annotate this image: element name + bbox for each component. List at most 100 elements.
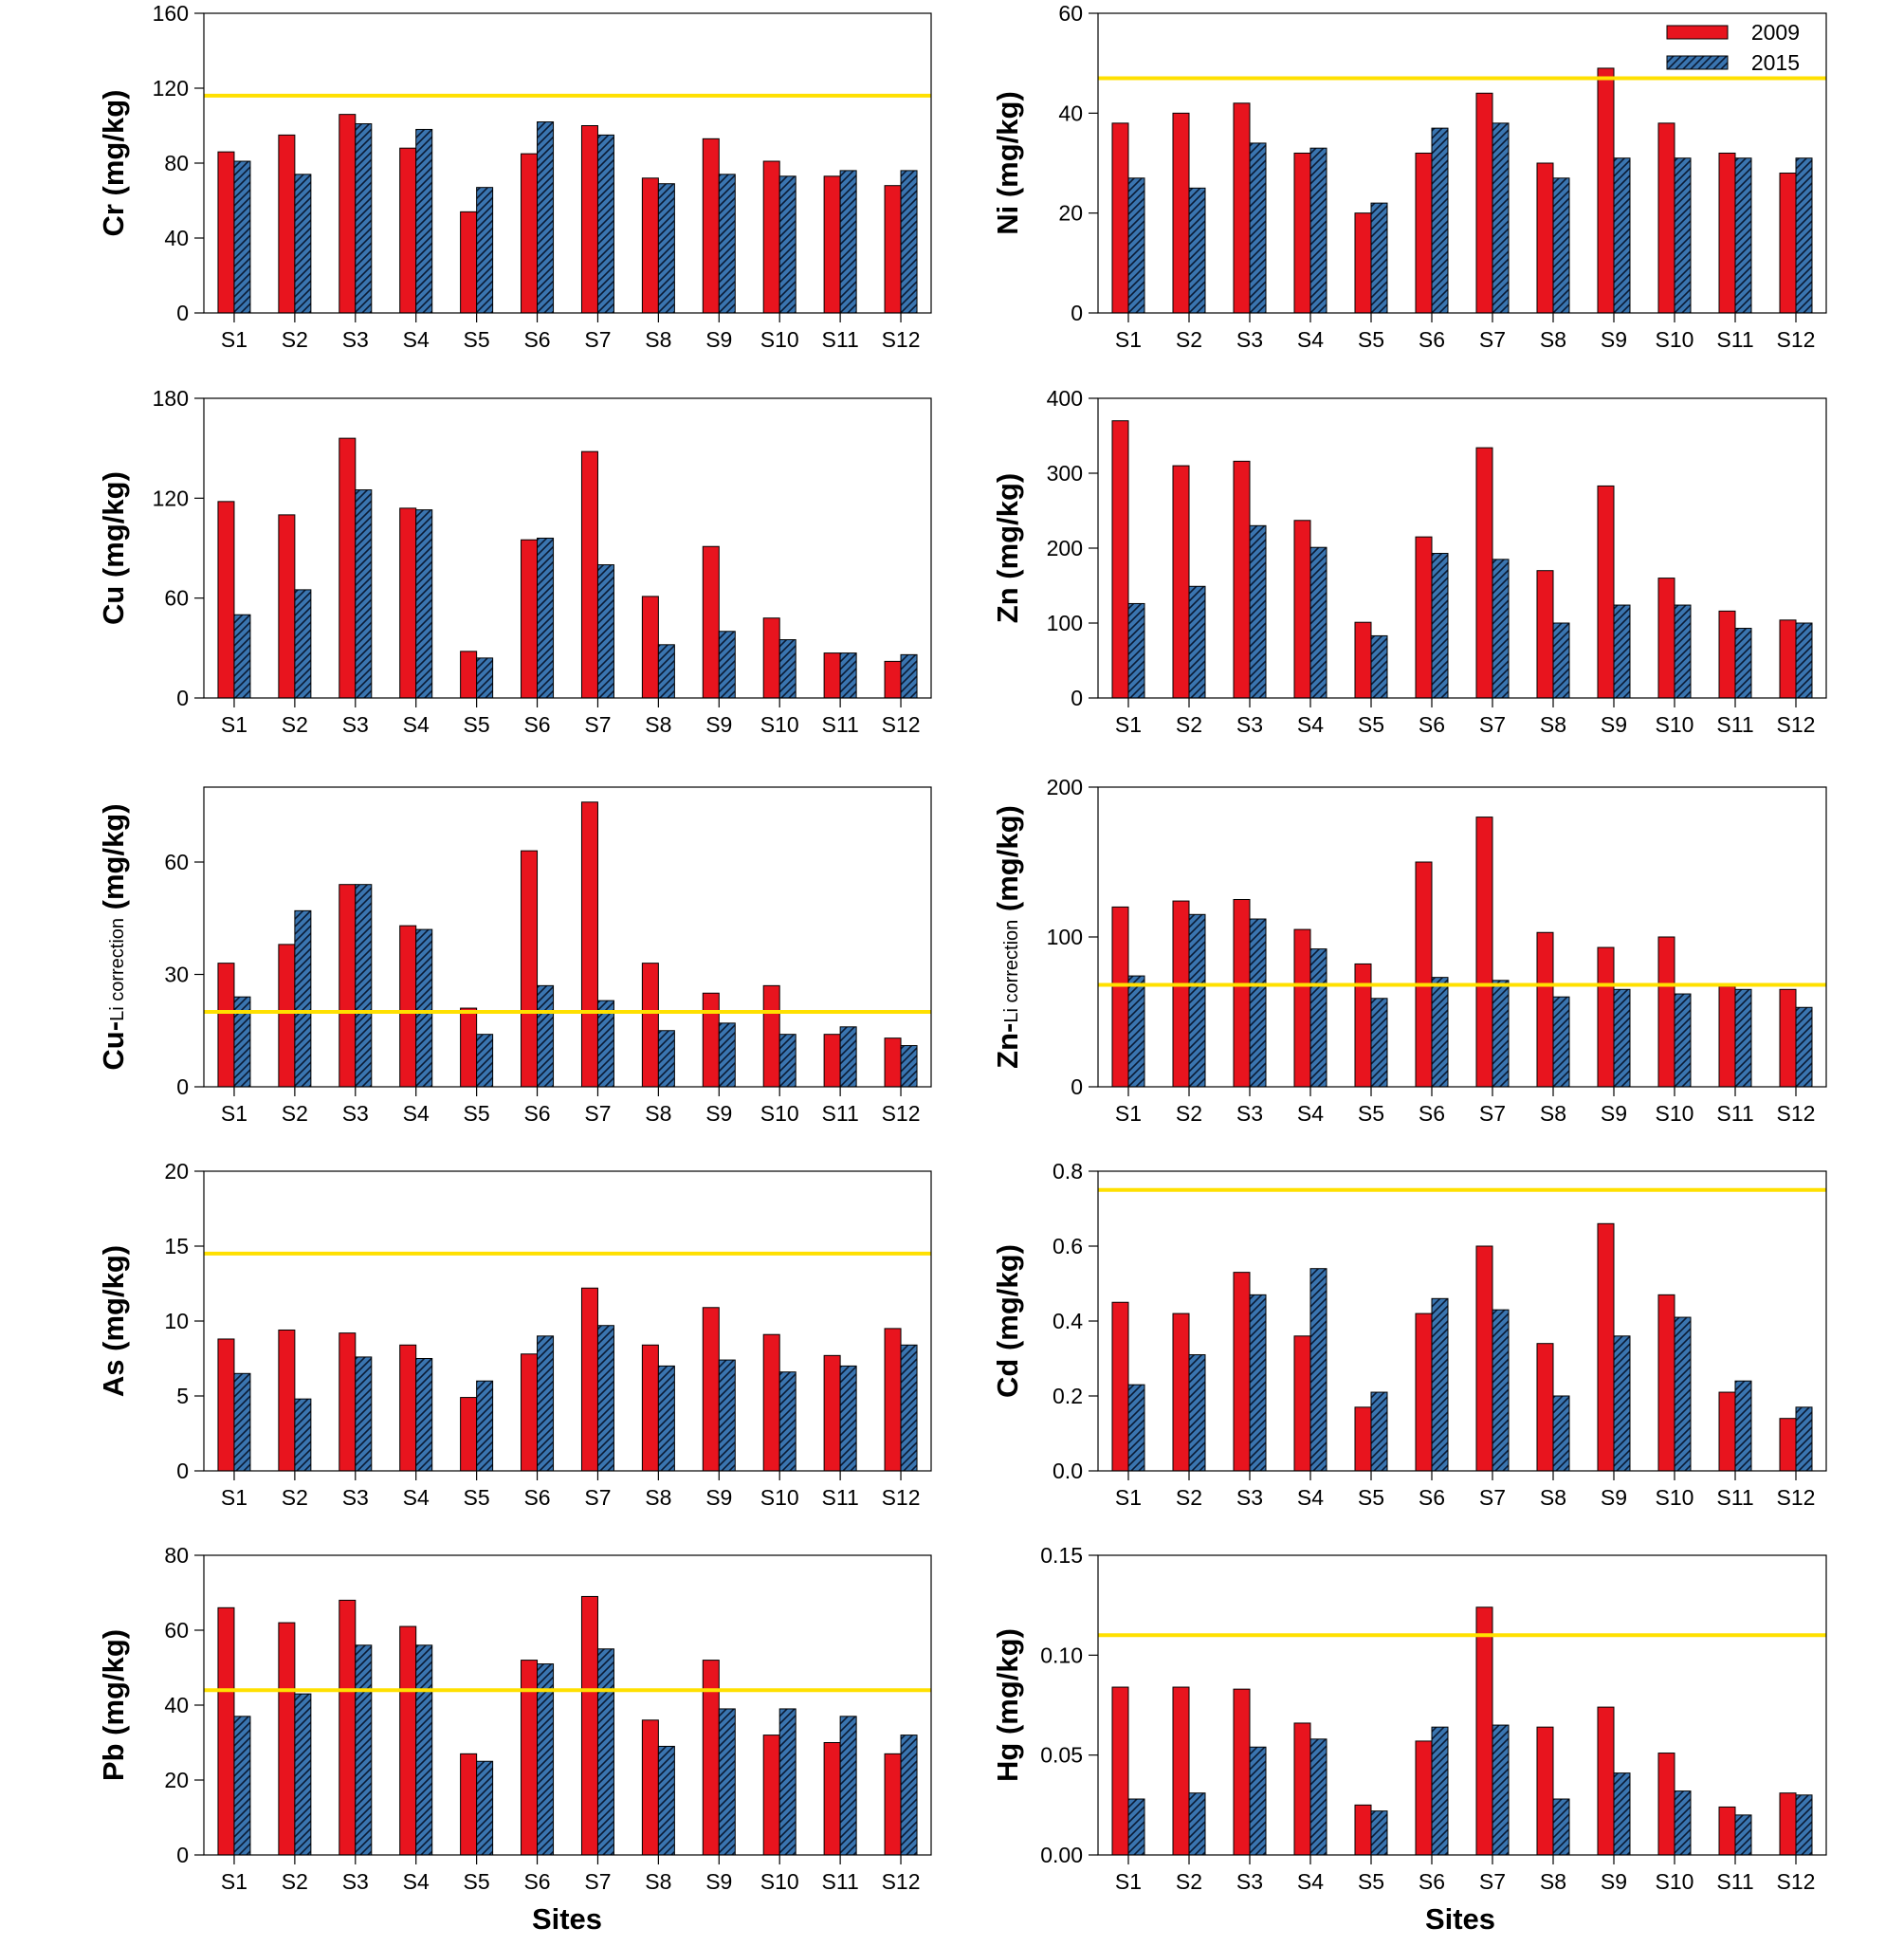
x-tick-label: S5 xyxy=(464,712,490,737)
bar-2015-S11 xyxy=(1734,628,1752,699)
bar-2009-S2 xyxy=(278,1622,296,1856)
plot-frame xyxy=(1097,12,1827,314)
x-tick-label: S9 xyxy=(705,327,732,352)
x-tick-label: S11 xyxy=(822,712,859,737)
bar-2009-S3 xyxy=(339,437,357,699)
bar-2009-S11 xyxy=(823,652,841,699)
bar-2009-S7 xyxy=(580,1287,598,1472)
chart-panel-hg: 0.00 0.05 0.10 0.15 S1 S2 S3 S4 S5 S6 S7 S8 S9 S10 S11… xyxy=(991,1543,1827,1894)
x-tick-label: S2 xyxy=(1176,327,1202,352)
bar-2009-S5 xyxy=(1354,963,1372,1088)
bar-2009-S4 xyxy=(399,147,417,314)
bar-2009-S1 xyxy=(217,1606,235,1856)
y-tick-label: 0 xyxy=(176,1459,189,1483)
chart-panel-cd: 0.0 0.2 0.4 0.6 0.8 S1 S2 S3 S4 S5 S6 S7 S8 S9 S10 S11 S… xyxy=(991,1159,1827,1510)
bar-2009-S10 xyxy=(762,1735,780,1856)
y-tick-label: 0.8 xyxy=(1053,1159,1083,1184)
x-tick-label: S7 xyxy=(1479,1485,1506,1510)
bar-2009-S8 xyxy=(641,596,659,699)
y-tick-label: 400 xyxy=(1047,386,1083,411)
plot-frame xyxy=(203,12,932,314)
x-tick-label: S2 xyxy=(1176,1101,1202,1126)
bar-2015-S3 xyxy=(355,1356,373,1472)
bar-2009-S2 xyxy=(1172,1686,1190,1856)
bar-2009-S5 xyxy=(1354,212,1372,314)
x-tick-label: S11 xyxy=(822,1485,859,1510)
bar-2009-S2 xyxy=(278,1329,296,1472)
bar-2009-S7 xyxy=(580,1595,598,1856)
bar-2015-S1 xyxy=(1127,1384,1145,1472)
bar-2015-S1 xyxy=(1127,177,1145,314)
bar-2015-S3 xyxy=(355,884,373,1088)
y-tick-label: 0 xyxy=(1071,301,1083,325)
plot-frame xyxy=(1097,1554,1827,1856)
x-tick-label: S10 xyxy=(760,712,799,737)
bar-2009-S6 xyxy=(1415,1313,1433,1472)
bar-2015-S4 xyxy=(1309,1268,1327,1472)
bar-2009-S3 xyxy=(1233,1272,1251,1472)
bar-2009-S5 xyxy=(460,1753,478,1856)
x-tick-label: S7 xyxy=(1479,327,1506,352)
bar-2009-S2 xyxy=(1172,465,1190,699)
x-tick-label: S5 xyxy=(464,1485,490,1510)
bar-2009-S9 xyxy=(1597,1222,1615,1472)
x-tick-label: S6 xyxy=(523,1485,550,1510)
bar-2009-S8 xyxy=(1536,570,1554,699)
x-tick-label: S3 xyxy=(1236,712,1263,737)
bar-2009-S5 xyxy=(460,1007,478,1088)
bar-2015-S2 xyxy=(1188,585,1206,699)
y-tick-label: 0 xyxy=(176,1074,189,1099)
bar-2015-S8 xyxy=(1552,996,1570,1088)
y-tick-label: 5 xyxy=(176,1384,189,1408)
y-axis-label: As (mg/kg) xyxy=(97,1245,130,1397)
x-tick-label: S9 xyxy=(705,712,732,737)
bar-2015-S8 xyxy=(1552,177,1570,314)
bar-2009-S11 xyxy=(1718,1806,1736,1856)
bar-2009-S12 xyxy=(884,185,902,314)
x-tick-label: S11 xyxy=(1716,712,1753,737)
bar-2009-S3 xyxy=(339,114,357,314)
x-tick-label: S12 xyxy=(882,1101,921,1126)
bar-2009-S7 xyxy=(1475,1606,1493,1856)
y-tick-label: 100 xyxy=(1047,925,1083,949)
y-tick-label: 0 xyxy=(176,1843,189,1867)
bar-2009-S10 xyxy=(762,1333,780,1472)
bar-2009-S9 xyxy=(1597,946,1615,1088)
y-tick-label: 0.05 xyxy=(1040,1743,1083,1768)
bar-2015-S2 xyxy=(1188,1792,1206,1856)
x-tick-label: S1 xyxy=(221,1101,247,1126)
bar-2009-S10 xyxy=(762,160,780,314)
bar-2015-S1 xyxy=(233,614,251,699)
plot-frame xyxy=(203,1554,932,1856)
bar-2015-S10 xyxy=(778,175,796,314)
bar-2009-S3 xyxy=(1233,102,1251,314)
bar-2009-S10 xyxy=(1657,1294,1675,1472)
x-tick-label: S6 xyxy=(1419,712,1445,737)
chart-panel-zn: 0 100 200 300 400 S1 S2 S3 S4 S5 S6 S7 S8 S9 S10 S11 S12… xyxy=(991,386,1827,737)
bar-2015-S8 xyxy=(657,183,675,314)
x-tick-label: S11 xyxy=(822,1101,859,1126)
bar-2009-S4 xyxy=(399,925,417,1088)
chart-panel-pb: 0 20 40 60 80 S1 S2 S3 S4 S5 S6 S7 S8 S9 S10 S11 S12 Pb (… xyxy=(97,1543,932,1894)
bar-2015-S11 xyxy=(839,170,857,314)
y-tick-label: 0.4 xyxy=(1053,1309,1083,1333)
plot-frame xyxy=(203,1170,932,1472)
bar-2009-S7 xyxy=(1475,817,1493,1088)
bar-2015-S4 xyxy=(415,509,433,699)
x-tick-label: S12 xyxy=(882,1869,921,1894)
bar-2009-S4 xyxy=(1293,152,1311,314)
plot-frame xyxy=(203,786,932,1088)
bar-2015-S6 xyxy=(1431,977,1449,1088)
bar-2015-S10 xyxy=(1674,993,1692,1088)
bar-2009-S1 xyxy=(217,151,235,314)
y-tick-label: 60 xyxy=(164,1618,189,1643)
bar-2009-S7 xyxy=(580,801,598,1088)
x-tick-label: S11 xyxy=(822,1869,859,1894)
bar-2009-S9 xyxy=(702,1307,720,1472)
x-tick-label: S4 xyxy=(403,1101,430,1126)
bar-2015-S4 xyxy=(1309,1738,1327,1856)
bar-2015-S9 xyxy=(1613,1772,1631,1856)
x-tick-label: S5 xyxy=(1358,1101,1384,1126)
y-axis-label: Cu-Li correction (mg/kg) xyxy=(97,803,130,1070)
bar-2015-S7 xyxy=(596,1325,614,1472)
